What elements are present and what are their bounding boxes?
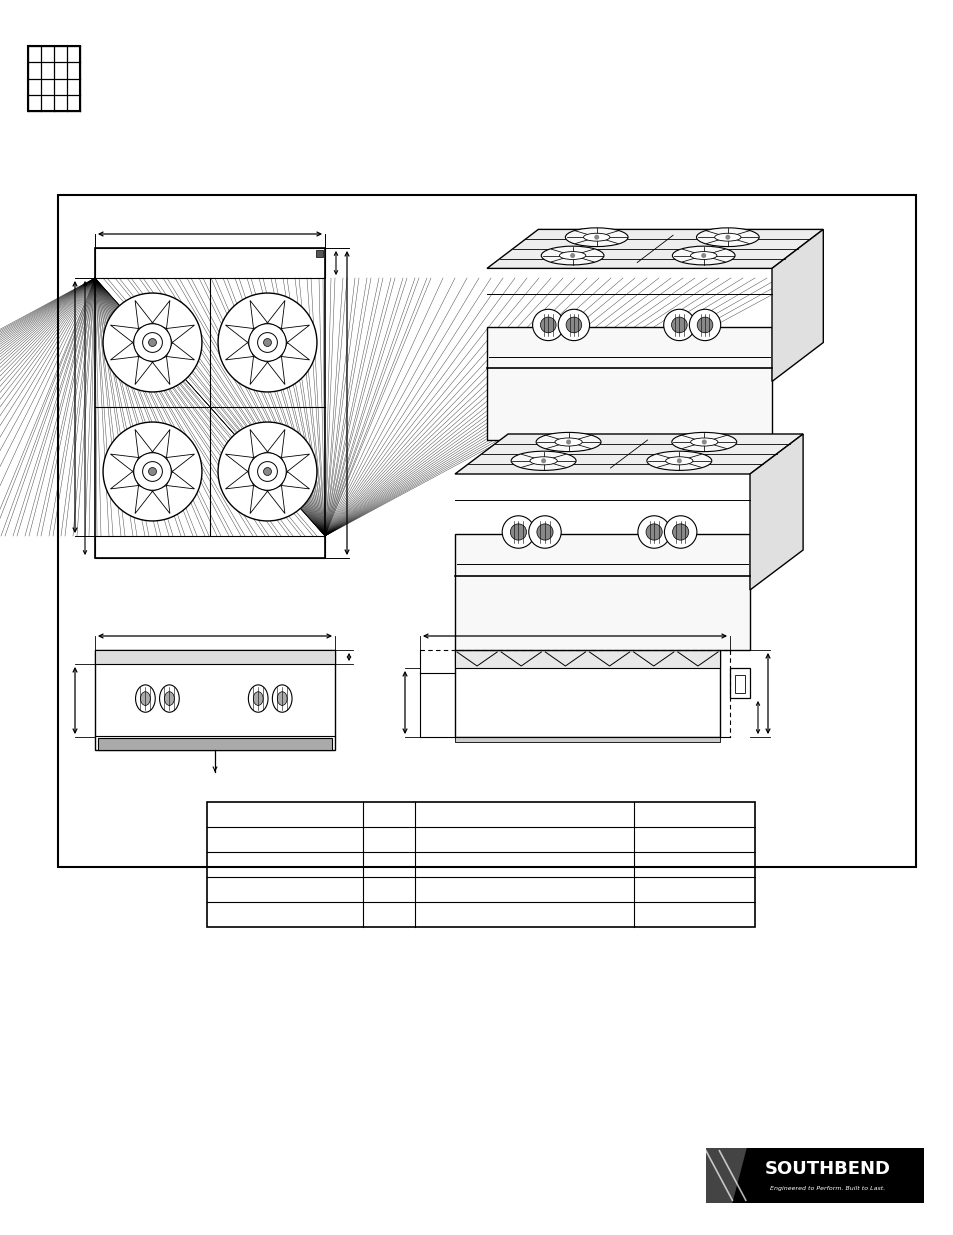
Circle shape — [249, 324, 286, 362]
Ellipse shape — [646, 451, 711, 471]
Circle shape — [218, 293, 316, 391]
Ellipse shape — [140, 692, 151, 705]
Bar — [58, 195, 915, 867]
Circle shape — [501, 516, 534, 548]
Ellipse shape — [159, 685, 179, 713]
Circle shape — [700, 253, 705, 258]
Circle shape — [663, 516, 697, 548]
Ellipse shape — [530, 457, 557, 464]
Ellipse shape — [714, 233, 740, 241]
Bar — [455, 650, 720, 668]
Ellipse shape — [583, 233, 609, 241]
Circle shape — [594, 235, 598, 240]
Circle shape — [257, 462, 277, 482]
Polygon shape — [705, 1149, 746, 1203]
Circle shape — [671, 317, 686, 332]
Bar — [98, 739, 332, 750]
Ellipse shape — [665, 457, 692, 464]
Ellipse shape — [558, 252, 585, 259]
Bar — [95, 248, 325, 278]
Bar — [705, 1149, 923, 1203]
Bar — [28, 46, 80, 111]
Bar — [95, 650, 335, 750]
Bar — [315, 249, 323, 257]
Ellipse shape — [253, 692, 263, 705]
Circle shape — [263, 468, 272, 475]
Polygon shape — [771, 230, 822, 382]
Bar — [95, 248, 325, 558]
Circle shape — [638, 516, 670, 548]
Polygon shape — [749, 433, 802, 590]
Circle shape — [537, 524, 553, 540]
Ellipse shape — [696, 227, 759, 247]
Circle shape — [540, 458, 545, 463]
Circle shape — [142, 332, 162, 352]
Ellipse shape — [540, 246, 603, 264]
Circle shape — [539, 317, 556, 332]
Ellipse shape — [565, 227, 627, 247]
Ellipse shape — [511, 451, 576, 471]
Circle shape — [663, 309, 695, 341]
Circle shape — [149, 338, 156, 347]
Circle shape — [724, 235, 730, 240]
Text: Engineered to Perform. Built to Last.: Engineered to Perform. Built to Last. — [770, 1186, 884, 1191]
Circle shape — [676, 458, 681, 463]
Circle shape — [133, 453, 172, 490]
Bar — [455, 534, 749, 650]
Circle shape — [565, 440, 571, 445]
Ellipse shape — [272, 685, 292, 713]
Circle shape — [149, 468, 156, 475]
Bar — [455, 737, 720, 742]
Circle shape — [672, 524, 688, 540]
Circle shape — [528, 516, 560, 548]
Ellipse shape — [536, 432, 600, 452]
Circle shape — [570, 253, 575, 258]
Bar — [455, 650, 720, 737]
Circle shape — [142, 462, 162, 482]
Ellipse shape — [672, 246, 735, 264]
Polygon shape — [455, 433, 802, 474]
Circle shape — [133, 324, 172, 362]
Ellipse shape — [135, 685, 155, 713]
Circle shape — [249, 453, 286, 490]
Circle shape — [532, 309, 563, 341]
Ellipse shape — [555, 438, 581, 446]
Circle shape — [218, 422, 316, 521]
Bar — [207, 802, 754, 927]
Circle shape — [645, 524, 661, 540]
Circle shape — [103, 293, 202, 391]
Ellipse shape — [690, 438, 718, 446]
Circle shape — [263, 338, 272, 347]
Bar — [486, 327, 771, 440]
Ellipse shape — [248, 685, 268, 713]
Circle shape — [103, 422, 202, 521]
Circle shape — [565, 317, 581, 332]
Circle shape — [689, 309, 720, 341]
Circle shape — [558, 309, 589, 341]
Circle shape — [257, 332, 277, 352]
Polygon shape — [486, 230, 822, 268]
Circle shape — [510, 524, 526, 540]
Circle shape — [701, 440, 706, 445]
Ellipse shape — [277, 692, 287, 705]
Bar — [729, 668, 749, 698]
Circle shape — [697, 317, 712, 332]
Bar — [95, 650, 335, 664]
Text: SOUTHBEND: SOUTHBEND — [764, 1160, 890, 1178]
Ellipse shape — [164, 692, 174, 705]
Ellipse shape — [671, 432, 736, 452]
Bar — [95, 536, 325, 558]
Bar — [734, 676, 744, 693]
Ellipse shape — [690, 252, 716, 259]
